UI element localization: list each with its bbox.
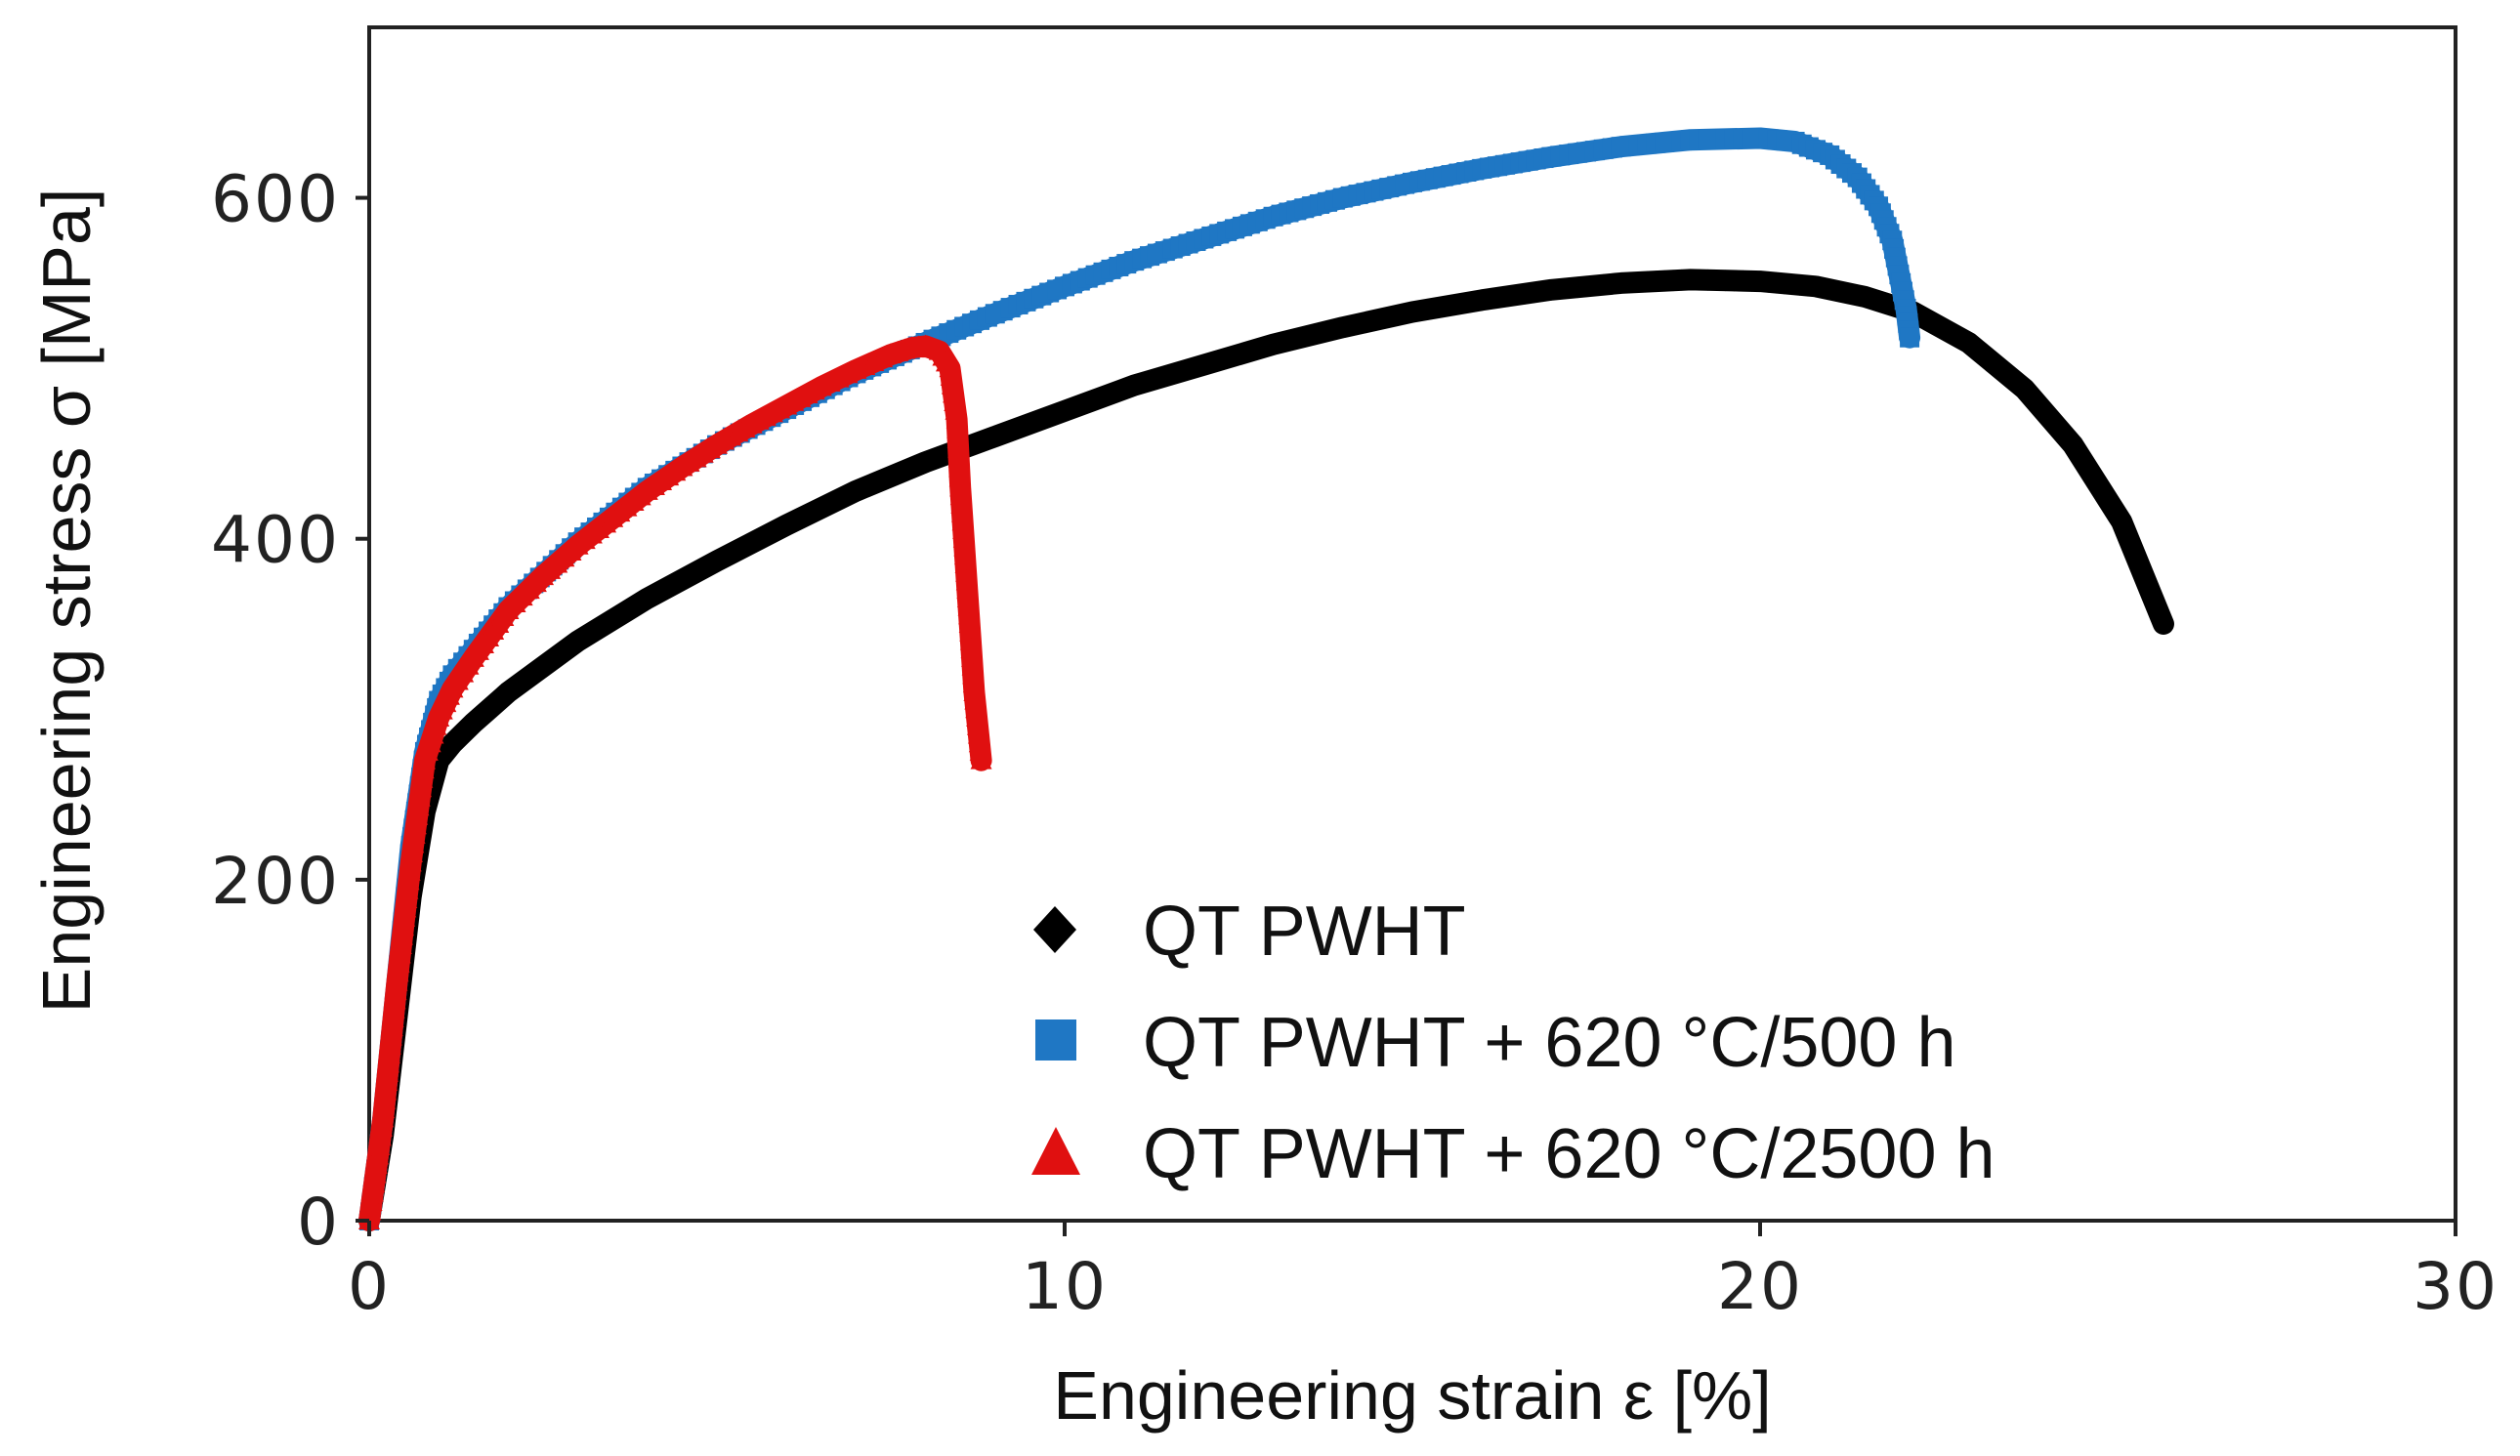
legend: QT PWHT QT PWHT + 620 °C/500 h QT PWHT +… <box>1031 893 1995 1193</box>
data-point <box>939 356 961 378</box>
data-point <box>1900 327 1920 348</box>
legend-marker-square-icon <box>1035 1019 1076 1061</box>
series-layer <box>358 127 2174 1231</box>
y-tick-label: 0 <box>297 1185 340 1260</box>
x-tick-label: 30 <box>2413 1249 2499 1324</box>
x-tick-label: 20 <box>1717 1249 1803 1324</box>
x-axis-ticks: 0 10 20 30 <box>348 1221 2499 1324</box>
y-axis-title: Engineering stress σ [MPa] <box>28 188 105 1014</box>
plot-area-frame <box>367 25 2457 1223</box>
data-point <box>947 437 970 458</box>
data-point <box>2152 613 2174 635</box>
legend-label-qt-pwht: QT PWHT <box>1143 893 1466 971</box>
data-point <box>945 407 968 429</box>
data-point <box>948 456 971 478</box>
data-point <box>946 417 969 438</box>
data-point <box>947 446 970 468</box>
data-point <box>945 398 967 420</box>
series-triangle <box>358 334 992 1231</box>
data-point <box>944 391 966 412</box>
y-tick-label: 200 <box>211 844 340 919</box>
y-tick-label: 400 <box>211 503 340 578</box>
x-axis-title: Engineering strain ε [%] <box>1053 1357 1771 1434</box>
legend-marker-triangle-icon <box>1031 1127 1080 1175</box>
data-point <box>941 373 963 395</box>
data-point <box>943 382 965 403</box>
data-point <box>970 748 992 770</box>
x-tick-label: 0 <box>348 1249 391 1324</box>
legend-label-qt-pwht-500h: QT PWHT + 620 °C/500 h <box>1143 1004 1956 1082</box>
data-point <box>948 466 971 487</box>
y-axis-ticks: 0 200 400 600 <box>211 162 369 1260</box>
legend-marker-diamond-icon <box>1033 906 1076 953</box>
data-point <box>940 364 962 386</box>
data-point <box>946 427 969 448</box>
y-tick-label: 600 <box>211 162 340 237</box>
x-tick-label: 10 <box>1022 1249 1108 1324</box>
legend-label-qt-pwht-2500h: QT PWHT + 620 °C/2500 h <box>1143 1115 1995 1193</box>
